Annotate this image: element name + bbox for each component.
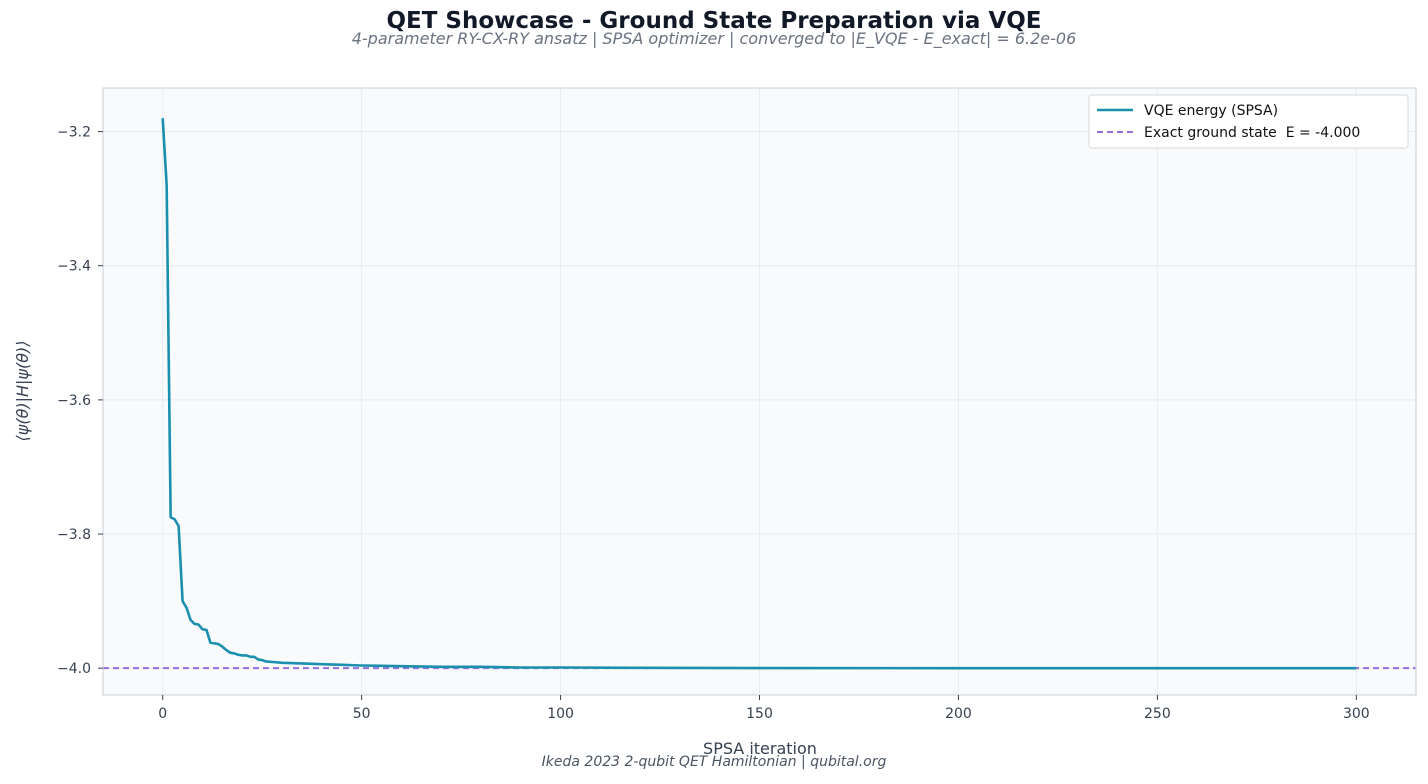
x-tick-label: 0 (158, 706, 167, 722)
legend-label-exact: Exact ground state E = -4.000 (1144, 125, 1360, 141)
vqe-energy-line (161, 118, 1357, 670)
x-tick-label: 200 (945, 706, 972, 722)
y-tick-label: −3.2 (57, 125, 91, 141)
footer-credit: Ikeda 2023 2-qubit QET Hamiltonian | qub… (541, 754, 887, 770)
grid-lines (103, 88, 1416, 695)
y-axis-ticks: −3.2 −3.4 −3.6 −3.8 −4.0 (57, 125, 103, 677)
y-tick-label: −3.6 (57, 393, 91, 409)
legend-box (1088, 94, 1409, 149)
x-axis-ticks: 0 50 100 150 200 250 300 (158, 695, 1370, 722)
y-axis-label: ⟨ψ(θ)|H|ψ(θ)⟩ (13, 341, 32, 442)
x-tick-label: 100 (547, 706, 574, 722)
y-tick-label: −3.4 (57, 259, 91, 275)
chart-subtitle: 4-parameter RY-CX-RY ansatz | SPSA optim… (351, 29, 1077, 48)
x-axis-label: SPSA iteration (703, 739, 817, 758)
legend-label-vqe: VQE energy (SPSA) (1144, 103, 1278, 119)
x-tick-label: 50 (353, 706, 371, 722)
x-tick-label: 300 (1343, 706, 1370, 722)
y-tick-label: −3.8 (57, 527, 91, 543)
vqe-energy-series (161, 118, 1357, 670)
legend: VQE energy (SPSA) Exact ground state E =… (1088, 94, 1409, 149)
chart-title: QET Showcase - Ground State Preparation … (386, 8, 1042, 34)
y-tick-label: −4.0 (57, 661, 91, 677)
x-tick-label: 250 (1144, 706, 1171, 722)
x-tick-label: 150 (746, 706, 773, 722)
